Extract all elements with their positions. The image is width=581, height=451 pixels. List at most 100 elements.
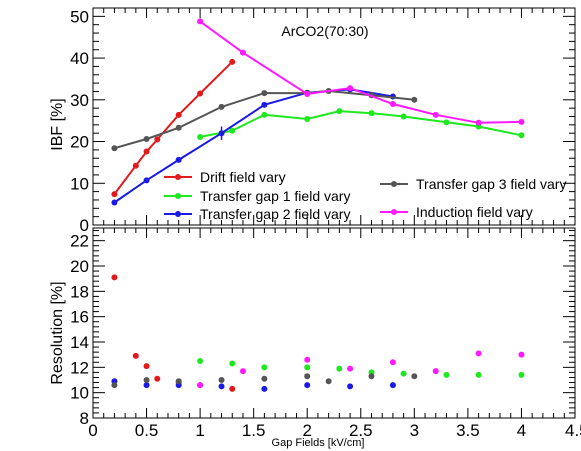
x-tick-label: 1.5 bbox=[242, 421, 266, 440]
x-tick-label: 4 bbox=[517, 421, 526, 440]
y-tick-label: 22 bbox=[70, 232, 89, 251]
ibf-point-drift-field-vary bbox=[197, 90, 204, 97]
resolution-point-induction-field-vary bbox=[475, 350, 482, 357]
ibf-point-induction-field-vary bbox=[389, 100, 396, 107]
resolution-point-induction-field-vary bbox=[389, 359, 396, 366]
y-tick-label: 14 bbox=[70, 333, 89, 352]
y-tick-label: 18 bbox=[70, 282, 89, 301]
ibf-point-transfer-gap-2-field-vary bbox=[175, 156, 182, 163]
legend-label-transfer-gap-3-field-vary: Transfer gap 3 field vary bbox=[416, 176, 566, 192]
ibf-point-transfer-gap-2-field-vary bbox=[111, 199, 118, 206]
ibf-point-induction-field-vary bbox=[304, 90, 311, 97]
ibf-point-transfer-gap-2-field-vary bbox=[261, 101, 268, 108]
resolution-point-induction-field-vary bbox=[432, 368, 439, 375]
x-tick-label: 3.5 bbox=[456, 421, 480, 440]
y-tick-label: 30 bbox=[70, 91, 89, 110]
legend-marker-transfer-gap-2-field-vary bbox=[175, 211, 181, 217]
resolution-y-axis-title: Resolution [%] bbox=[49, 281, 66, 384]
ibf-point-transfer-gap-3-field-vary bbox=[261, 90, 268, 97]
ibf-line-transfer-gap-1-field-vary bbox=[199, 110, 522, 138]
legend: Drift field vary Transfer gap 1 field var… bbox=[164, 169, 566, 222]
x-tick-label: 3 bbox=[410, 421, 419, 440]
ibf-point-transfer-gap-1-field-vary bbox=[518, 132, 525, 139]
ibf-point-transfer-gap-1-field-vary bbox=[304, 116, 311, 123]
legend-marker-induction-field-vary bbox=[391, 209, 397, 215]
ibf-point-transfer-gap-1-field-vary bbox=[443, 119, 450, 126]
resolution-point-transfer-gap-1-field-vary bbox=[304, 364, 311, 371]
y-tick-label: 40 bbox=[70, 49, 89, 68]
resolution-point-drift-field-vary bbox=[154, 375, 161, 382]
ibf-point-transfer-gap-3-field-vary bbox=[143, 136, 150, 143]
legend-marker-transfer-gap-3-field-vary bbox=[391, 181, 397, 187]
resolution-point-transfer-gap-2-field-vary bbox=[261, 385, 268, 392]
y-tick-label: 50 bbox=[70, 7, 89, 26]
resolution-point-transfer-gap-1-field-vary bbox=[475, 371, 482, 378]
x-tick-label: 1 bbox=[195, 421, 204, 440]
ibf-point-drift-field-vary bbox=[132, 162, 139, 169]
y-tick-label: 12 bbox=[70, 358, 89, 377]
resolution-point-induction-field-vary bbox=[197, 382, 204, 389]
gas-mixture-annotation: ArCO2(70:30) bbox=[281, 23, 368, 39]
resolution-point-transfer-gap-3-field-vary bbox=[111, 382, 118, 389]
resolution-point-transfer-gap-3-field-vary bbox=[175, 378, 182, 385]
ibf-point-transfer-gap-3-field-vary bbox=[111, 145, 118, 152]
resolution-point-transfer-gap-1-field-vary bbox=[400, 370, 407, 377]
resolution-point-transfer-gap-3-field-vary bbox=[304, 373, 311, 380]
ibf-point-transfer-gap-1-field-vary bbox=[261, 111, 268, 118]
resolution-point-transfer-gap-2-field-vary bbox=[143, 382, 150, 389]
ibf-point-induction-field-vary bbox=[432, 111, 439, 118]
resolution-point-transfer-gap-3-field-vary bbox=[368, 373, 375, 380]
y-tick-label: 20 bbox=[70, 257, 89, 276]
resolution-point-transfer-gap-3-field-vary bbox=[325, 378, 332, 385]
ibf-series bbox=[111, 18, 525, 206]
x-axis-title: Gap Fields [kV/cm] bbox=[272, 437, 365, 449]
resolution-point-transfer-gap-1-field-vary bbox=[518, 371, 525, 378]
y-tick-label: 10 bbox=[70, 174, 89, 193]
resolution-series bbox=[111, 274, 525, 392]
resolution-panel-frame bbox=[92, 227, 576, 419]
x-tick-label: 0.5 bbox=[135, 421, 159, 440]
ibf-point-transfer-gap-2-field-vary bbox=[143, 177, 150, 184]
x-tick-label: 2 bbox=[302, 421, 311, 440]
resolution-point-transfer-gap-1-field-vary bbox=[261, 364, 268, 371]
legend-marker-drift-field-vary bbox=[175, 174, 181, 180]
resolution-point-transfer-gap-2-field-vary bbox=[347, 383, 354, 390]
ibf-point-transfer-gap-1-field-vary bbox=[368, 110, 375, 117]
x-tick-label: 4.5 bbox=[565, 421, 581, 440]
ibf-x-ticks bbox=[92, 8, 576, 225]
resolution-point-transfer-gap-1-field-vary bbox=[336, 365, 343, 372]
resolution-point-drift-field-vary bbox=[132, 352, 139, 359]
resolution-y-ticks: 8 10 12 14 16 18 20 22 bbox=[70, 230, 575, 428]
resolution-point-transfer-gap-2-field-vary bbox=[218, 383, 225, 390]
resolution-point-induction-field-vary bbox=[304, 356, 311, 363]
y-tick-label: 16 bbox=[70, 308, 89, 327]
legend-label-transfer-gap-2-field-vary: Transfer gap 2 field vary bbox=[200, 206, 350, 222]
resolution-point-transfer-gap-2-field-vary bbox=[389, 382, 396, 389]
ibf-point-transfer-gap-3-field-vary bbox=[218, 103, 225, 110]
ibf-point-transfer-gap-1-field-vary bbox=[197, 133, 204, 140]
ibf-point-induction-field-vary bbox=[347, 85, 354, 92]
resolution-point-transfer-gap-3-field-vary bbox=[218, 377, 225, 383]
y-tick-label: 20 bbox=[70, 133, 89, 152]
resolution-point-drift-field-vary bbox=[229, 385, 236, 392]
resolution-point-induction-field-vary bbox=[518, 351, 525, 358]
resolution-point-induction-field-vary bbox=[347, 365, 354, 372]
ibf-point-transfer-gap-3-field-vary bbox=[411, 96, 418, 103]
y-tick-label: 8 bbox=[80, 409, 89, 428]
legend-label-induction-field-vary: Induction field vary bbox=[416, 204, 533, 220]
ibf-point-transfer-gap-1-field-vary bbox=[400, 113, 407, 120]
ibf-point-transfer-gap-1-field-vary bbox=[229, 127, 236, 134]
ibf-point-transfer-gap-1-field-vary bbox=[336, 108, 343, 115]
resolution-point-transfer-gap-3-field-vary bbox=[411, 373, 418, 380]
ibf-point-induction-field-vary bbox=[197, 18, 204, 25]
resolution-point-transfer-gap-3-field-vary bbox=[143, 377, 150, 383]
x-tick-label: 2.5 bbox=[349, 421, 373, 440]
resolution-point-induction-field-vary bbox=[239, 368, 246, 375]
resolution-x-ticks: 0 0.5 1 1.5 2 2.5 3 3.5 4 4.5 bbox=[88, 228, 581, 440]
legend-marker-transfer-gap-1-field-vary bbox=[175, 193, 181, 199]
ibf-point-transfer-gap-3-field-vary bbox=[175, 124, 182, 131]
resolution-point-drift-field-vary bbox=[143, 363, 150, 370]
resolution-point-transfer-gap-3-field-vary bbox=[261, 375, 268, 382]
ibf-point-drift-field-vary bbox=[229, 58, 236, 65]
